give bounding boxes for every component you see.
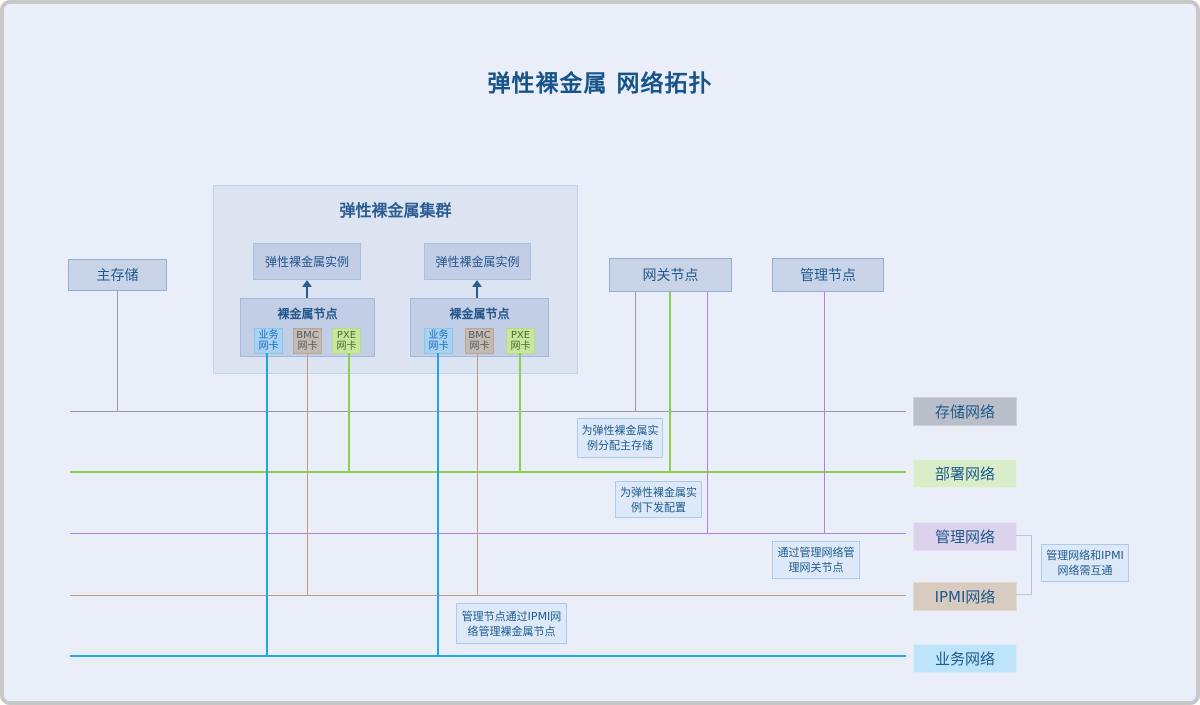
line-node2-bmc-nic <box>477 353 478 595</box>
node-1-nics: 业务网卡 BMC网卡 PXE网卡 <box>241 328 374 354</box>
bare-metal-instance-2: 弹性裸金属实例 <box>424 243 531 280</box>
note-deploy-config: 为弹性裸金属实 例下发配置 <box>615 481 702 518</box>
nic-pxe-2: PXE网卡 <box>506 328 535 354</box>
note-line: 例分配主存储 <box>587 439 653 452</box>
mgmt-network-line <box>70 533 906 534</box>
note-allocate-storage: 为弹性裸金属实 例分配主存储 <box>577 418 663 458</box>
line-gateway-to-storage-net <box>635 292 636 411</box>
ipmi-network-label: IPMI网络 <box>913 582 1017 611</box>
management-node-box: 管理节点 <box>772 258 884 292</box>
line-mgmtnode-to-mgmt-net <box>824 292 825 533</box>
note-manage-gateway: 通过管理网络管 理网关节点 <box>772 541 860 579</box>
service-network-line <box>70 655 906 657</box>
node-2-label: 裸金属节点 <box>449 307 510 321</box>
line-node1-bmc-nic <box>307 353 308 595</box>
note-mgmt-ipmi-interop: 管理网络和IPMI 网络需互通 <box>1041 544 1129 582</box>
bare-metal-node-2: 裸金属节点 业务网卡 BMC网卡 PXE网卡 <box>410 298 549 357</box>
gateway-node-box: 网关节点 <box>609 258 732 292</box>
arrow-head-icon <box>472 280 482 287</box>
mgmt-ipmi-bracket <box>1016 535 1032 595</box>
note-line: 络管理裸金属节点 <box>467 624 556 638</box>
line-gateway-to-mgmt-net <box>707 292 708 533</box>
line-node1-service-nic <box>266 353 268 655</box>
primary-storage-box: 主存储 <box>68 259 167 291</box>
note-line: 网络需互通 <box>1057 564 1113 577</box>
note-ipmi-manage-nodes: 管理节点通过IPMI网 络管理裸金属节点 <box>456 603 567 644</box>
nic-bmc-2: BMC网卡 <box>465 328 494 354</box>
nic-service-1: 业务网卡 <box>254 328 283 354</box>
note-line: 例下发配置 <box>631 500 686 514</box>
nic-service-2: 业务网卡 <box>424 328 453 354</box>
arrow-node1-to-instance1 <box>306 285 308 298</box>
node-2-nics: 业务网卡 BMC网卡 PXE网卡 <box>411 328 548 354</box>
note-line: 管理节点通过IPMI网 <box>461 609 562 623</box>
nic-pxe-1: PXE网卡 <box>332 328 361 354</box>
note-line: 通过管理网络管 <box>777 546 855 559</box>
note-line: 理网关节点 <box>788 561 844 574</box>
line-storage-to-storage-net <box>117 291 118 411</box>
deploy-network-label: 部署网络 <box>913 459 1017 488</box>
note-line: 为弹性裸金属实 <box>620 485 697 499</box>
ipmi-network-line <box>70 595 906 596</box>
nic-bmc-1: BMC网卡 <box>293 328 322 354</box>
note-line: 管理网络和IPMI <box>1046 549 1124 562</box>
storage-network-label: 存储网络 <box>913 397 1017 426</box>
line-node2-pxe-nic <box>519 353 521 471</box>
line-node2-service-nic <box>437 353 439 655</box>
cluster-title: 弹性裸金属集群 <box>339 201 452 220</box>
note-line: 为弹性裸金属实 <box>581 424 659 437</box>
service-network-label: 业务网络 <box>913 644 1017 673</box>
deploy-network-line <box>70 471 906 473</box>
arrow-head-icon <box>302 280 312 287</box>
bare-metal-instance-1: 弹性裸金属实例 <box>253 243 361 280</box>
bare-metal-node-1: 裸金属节点 业务网卡 BMC网卡 PXE网卡 <box>240 298 375 357</box>
line-node1-pxe-nic <box>348 353 350 471</box>
storage-network-line <box>70 411 906 412</box>
mgmt-network-label: 管理网络 <box>913 522 1017 551</box>
arrow-node2-to-instance2 <box>476 285 478 298</box>
page-title: 弹性裸金属 网络拓扑 <box>487 71 713 97</box>
line-gateway-to-deploy-net <box>669 292 671 471</box>
node-1-label: 裸金属节点 <box>277 307 338 321</box>
